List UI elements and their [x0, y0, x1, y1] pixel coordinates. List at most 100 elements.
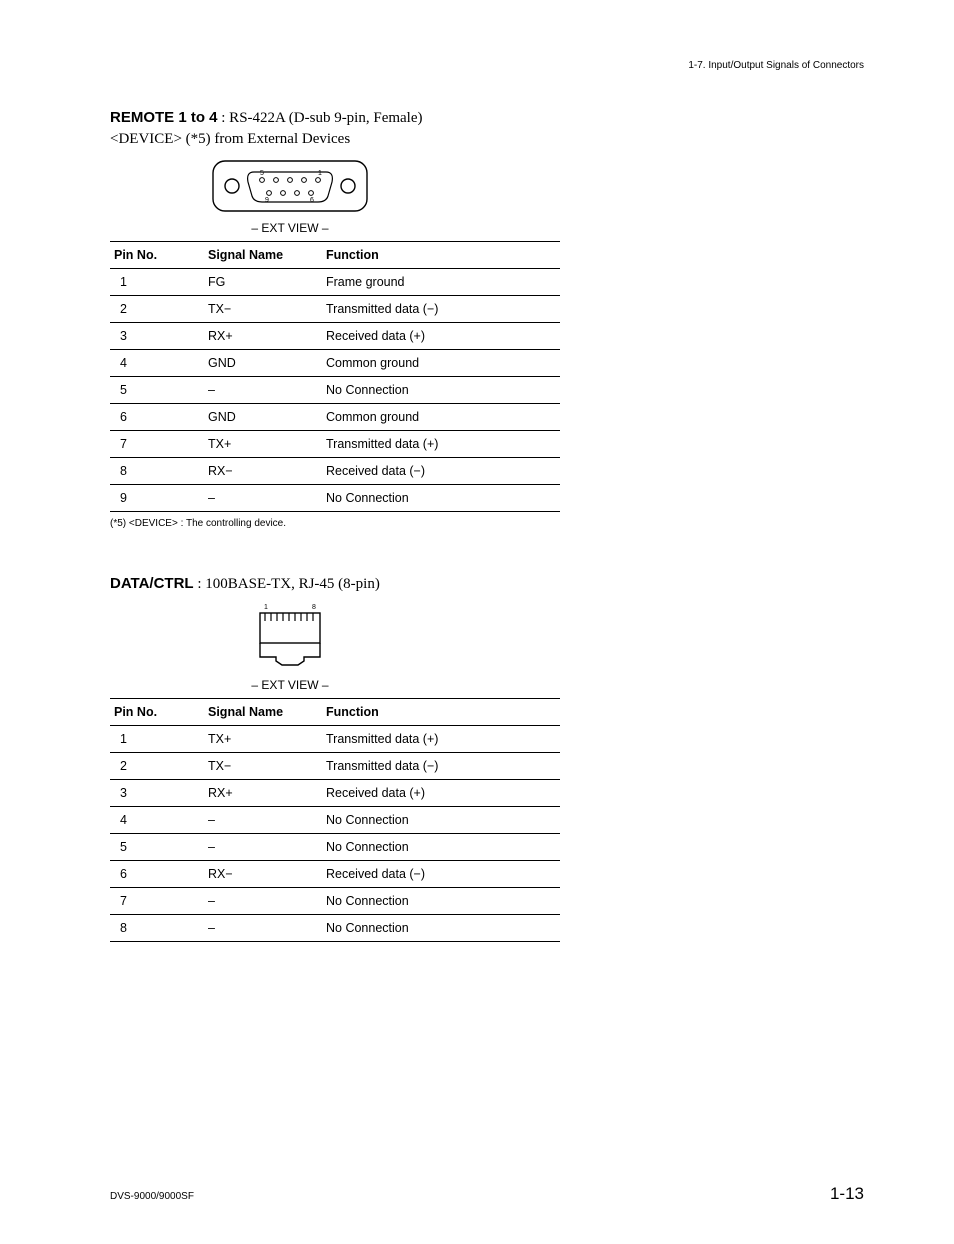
table-row: 9–No Connection	[110, 485, 560, 512]
table-row: 4GNDCommon ground	[110, 350, 560, 377]
ext-view-label: – EXT VIEW –	[110, 221, 470, 235]
cell-function: Received data (+)	[322, 323, 560, 350]
cell-pin: 5	[110, 834, 204, 861]
cell-signal: –	[204, 377, 322, 404]
table-row: 5–No Connection	[110, 834, 560, 861]
cell-pin: 7	[110, 888, 204, 915]
cell-pin: 4	[110, 350, 204, 377]
table-row: 2TX−Transmitted data (−)	[110, 753, 560, 780]
cell-pin: 1	[110, 269, 204, 296]
cell-signal: FG	[204, 269, 322, 296]
table-row: 3RX+Received data (+)	[110, 323, 560, 350]
cell-pin: 5	[110, 377, 204, 404]
cell-function: Common ground	[322, 350, 560, 377]
table-row: 2TX−Transmitted data (−)	[110, 296, 560, 323]
pin-label-1: 1	[318, 170, 322, 177]
cell-signal: GND	[204, 404, 322, 431]
cell-pin: 8	[110, 458, 204, 485]
cell-signal: –	[204, 485, 322, 512]
datactrl-pin-table: Pin No. Signal Name Function 1TX+Transmi…	[110, 698, 560, 942]
running-head: 1-7. Input/Output Signals of Connectors	[110, 60, 864, 71]
cell-signal: GND	[204, 350, 322, 377]
table-row: 3RX+Received data (+)	[110, 780, 560, 807]
col-pin: Pin No.	[110, 242, 204, 269]
cell-function: Transmitted data (+)	[322, 431, 560, 458]
cell-function: No Connection	[322, 915, 560, 942]
cell-function: Transmitted data (+)	[322, 726, 560, 753]
section-remote: REMOTE 1 to 4 : RS-422A (D-sub 9-pin, Fe…	[110, 109, 864, 529]
cell-signal: TX+	[204, 726, 322, 753]
table-header-row: Pin No. Signal Name Function	[110, 699, 560, 726]
pin-label-8: 8	[312, 604, 316, 611]
page-footer: DVS-9000/9000SF 1-13	[110, 1184, 864, 1204]
cell-function: Common ground	[322, 404, 560, 431]
col-signal: Signal Name	[204, 699, 322, 726]
table-row: 8RX−Received data (−)	[110, 458, 560, 485]
cell-function: Transmitted data (−)	[322, 296, 560, 323]
cell-function: Frame ground	[322, 269, 560, 296]
col-function: Function	[322, 242, 560, 269]
cell-function: No Connection	[322, 485, 560, 512]
section-datactrl: DATA/CTRL : 100BASE-TX, RJ-45 (8-pin) 1 …	[110, 575, 864, 942]
page: 1-7. Input/Output Signals of Connectors …	[0, 0, 954, 1244]
cell-pin: 6	[110, 861, 204, 888]
table-row: 7TX+Transmitted data (+)	[110, 431, 560, 458]
footnote: (*5) <DEVICE> : The controlling device.	[110, 518, 864, 529]
cell-signal: RX−	[204, 861, 322, 888]
section-desc: : RS-422A (D-sub 9-pin, Female)	[218, 110, 423, 126]
cell-signal: TX+	[204, 431, 322, 458]
cell-function: Received data (−)	[322, 861, 560, 888]
cell-function: Transmitted data (−)	[322, 753, 560, 780]
rj45-connector-figure: 1 8	[110, 599, 470, 676]
ext-view-label: – EXT VIEW –	[110, 678, 470, 692]
cell-signal: RX−	[204, 458, 322, 485]
dsub9-connector-figure: 5 1 9 6	[110, 158, 470, 219]
cell-pin: 1	[110, 726, 204, 753]
table-row: 5–No Connection	[110, 377, 560, 404]
table-row: 1FGFrame ground	[110, 269, 560, 296]
section-name: DATA/CTRL	[110, 575, 194, 592]
cell-signal: –	[204, 915, 322, 942]
pin-label-6: 6	[310, 197, 314, 204]
footer-model: DVS-9000/9000SF	[110, 1191, 194, 1202]
cell-signal: TX−	[204, 296, 322, 323]
remote-pin-table: Pin No. Signal Name Function 1FGFrame gr…	[110, 241, 560, 512]
cell-signal: –	[204, 807, 322, 834]
cell-pin: 3	[110, 780, 204, 807]
table-row: 6RX−Received data (−)	[110, 861, 560, 888]
section-subtitle: <DEVICE> (*5) from External Devices	[110, 131, 864, 148]
col-signal: Signal Name	[204, 242, 322, 269]
cell-pin: 2	[110, 296, 204, 323]
table-row: 6GNDCommon ground	[110, 404, 560, 431]
table-row: 1TX+Transmitted data (+)	[110, 726, 560, 753]
pin-label-5: 5	[260, 170, 264, 177]
table-row: 7–No Connection	[110, 888, 560, 915]
table-header-row: Pin No. Signal Name Function	[110, 242, 560, 269]
cell-signal: –	[204, 888, 322, 915]
cell-signal: RX+	[204, 323, 322, 350]
section-title: DATA/CTRL : 100BASE-TX, RJ-45 (8-pin)	[110, 575, 864, 593]
section-name: REMOTE 1 to 4	[110, 109, 218, 126]
cell-signal: TX−	[204, 753, 322, 780]
cell-pin: 2	[110, 753, 204, 780]
cell-pin: 6	[110, 404, 204, 431]
section-title: REMOTE 1 to 4 : RS-422A (D-sub 9-pin, Fe…	[110, 109, 864, 127]
cell-pin: 9	[110, 485, 204, 512]
cell-signal: –	[204, 834, 322, 861]
table-row: 8–No Connection	[110, 915, 560, 942]
cell-function: No Connection	[322, 888, 560, 915]
cell-function: Received data (+)	[322, 780, 560, 807]
pin-label-1: 1	[264, 604, 268, 611]
cell-pin: 8	[110, 915, 204, 942]
cell-function: No Connection	[322, 807, 560, 834]
col-pin: Pin No.	[110, 699, 204, 726]
section-desc: : 100BASE-TX, RJ-45 (8-pin)	[194, 576, 380, 592]
cell-pin: 4	[110, 807, 204, 834]
pin-label-9: 9	[265, 197, 269, 204]
footer-page-number: 1-13	[830, 1184, 864, 1204]
cell-signal: RX+	[204, 780, 322, 807]
cell-pin: 7	[110, 431, 204, 458]
table-row: 4–No Connection	[110, 807, 560, 834]
cell-function: No Connection	[322, 834, 560, 861]
cell-function: No Connection	[322, 377, 560, 404]
